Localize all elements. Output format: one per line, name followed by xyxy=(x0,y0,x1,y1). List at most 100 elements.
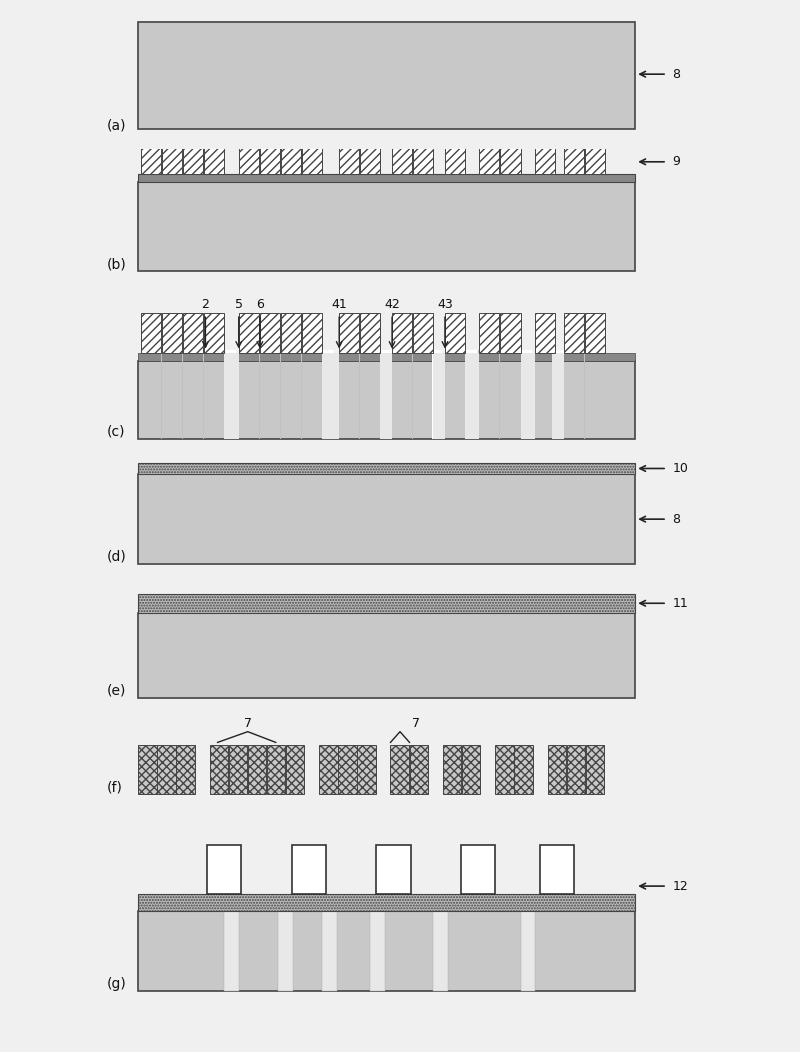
Bar xyxy=(183,142,203,175)
Bar xyxy=(432,350,442,439)
Bar xyxy=(499,350,501,439)
Bar xyxy=(138,911,635,991)
Bar xyxy=(322,911,337,991)
Bar xyxy=(138,745,157,794)
Text: (c): (c) xyxy=(106,425,125,439)
Bar xyxy=(465,353,479,439)
Bar xyxy=(138,182,635,271)
Bar xyxy=(278,911,294,991)
Bar xyxy=(360,312,381,353)
Bar xyxy=(466,350,477,439)
Text: 5: 5 xyxy=(234,298,242,311)
Bar xyxy=(323,350,334,439)
Bar xyxy=(414,312,434,353)
Bar xyxy=(138,361,635,439)
Bar xyxy=(138,463,635,474)
Bar xyxy=(162,312,182,353)
Bar xyxy=(540,845,574,894)
Bar xyxy=(141,142,161,175)
Bar xyxy=(443,745,462,794)
Bar xyxy=(260,312,280,353)
Text: 43: 43 xyxy=(437,298,453,311)
Bar xyxy=(410,745,428,794)
Bar xyxy=(586,745,604,794)
Bar xyxy=(238,142,259,175)
Bar xyxy=(204,142,225,175)
Text: 41: 41 xyxy=(331,298,347,311)
Bar xyxy=(376,845,410,894)
Text: 2: 2 xyxy=(202,298,210,311)
Text: 12: 12 xyxy=(672,879,688,892)
Bar xyxy=(390,745,409,794)
Bar xyxy=(338,745,357,794)
Text: 11: 11 xyxy=(672,596,688,610)
Bar xyxy=(514,745,533,794)
Bar xyxy=(521,911,535,991)
Bar xyxy=(370,911,385,991)
Bar xyxy=(281,142,301,175)
Bar xyxy=(501,312,521,353)
Bar xyxy=(226,350,236,439)
Bar xyxy=(207,845,242,894)
Bar xyxy=(204,312,225,353)
Bar xyxy=(501,142,521,175)
Bar xyxy=(339,312,359,353)
Bar xyxy=(552,353,564,439)
Bar xyxy=(339,142,359,175)
Text: 7: 7 xyxy=(412,716,420,730)
Bar xyxy=(161,350,162,439)
Bar xyxy=(479,142,499,175)
Bar xyxy=(138,894,635,911)
Bar xyxy=(461,845,495,894)
Bar xyxy=(479,312,499,353)
Bar xyxy=(138,593,635,612)
Bar xyxy=(521,353,535,439)
Bar xyxy=(158,745,176,794)
Text: (b): (b) xyxy=(106,257,126,271)
Bar xyxy=(392,142,412,175)
Bar xyxy=(281,312,301,353)
Bar xyxy=(292,845,326,894)
Bar xyxy=(360,142,381,175)
Bar xyxy=(141,312,161,353)
Bar xyxy=(286,745,304,794)
Text: (a): (a) xyxy=(106,118,126,133)
Bar xyxy=(266,745,286,794)
Bar xyxy=(585,312,605,353)
Text: 6: 6 xyxy=(256,298,264,311)
Bar xyxy=(138,612,635,697)
Bar xyxy=(445,312,465,353)
Text: 7: 7 xyxy=(244,716,252,730)
Bar xyxy=(248,745,266,794)
Text: (g): (g) xyxy=(106,977,126,991)
Bar xyxy=(584,350,585,439)
Bar xyxy=(495,745,514,794)
Bar xyxy=(225,911,239,991)
Bar xyxy=(462,745,480,794)
Bar xyxy=(138,22,635,128)
Bar xyxy=(412,350,414,439)
Bar xyxy=(138,353,635,361)
Bar xyxy=(392,312,412,353)
Bar xyxy=(382,350,392,439)
Bar xyxy=(138,474,635,564)
Bar xyxy=(210,745,228,794)
Text: 42: 42 xyxy=(384,298,400,311)
Bar xyxy=(319,745,338,794)
Text: 8: 8 xyxy=(672,67,680,81)
Bar xyxy=(445,142,465,175)
Text: (d): (d) xyxy=(106,550,126,564)
Bar xyxy=(176,745,195,794)
Bar xyxy=(434,911,448,991)
Text: 10: 10 xyxy=(672,462,688,474)
Bar xyxy=(260,142,280,175)
Bar xyxy=(535,142,555,175)
Bar xyxy=(381,353,392,439)
Bar xyxy=(566,745,585,794)
Text: 8: 8 xyxy=(672,512,680,526)
Text: (e): (e) xyxy=(106,684,126,697)
Bar xyxy=(554,350,564,439)
Text: 9: 9 xyxy=(672,156,680,168)
Bar xyxy=(280,350,281,439)
Bar xyxy=(564,142,584,175)
